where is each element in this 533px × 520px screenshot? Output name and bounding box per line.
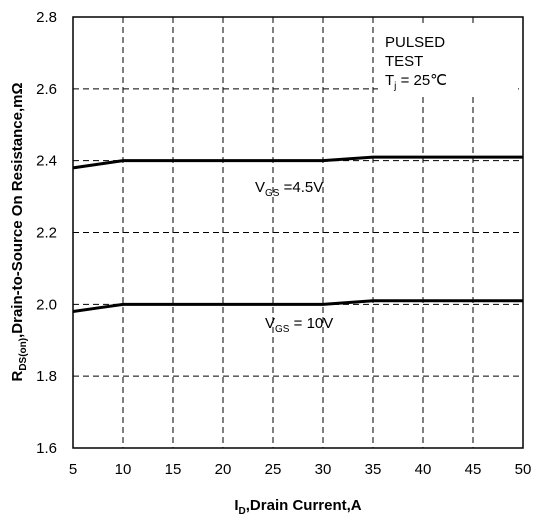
series-label-text: =4.5V — [279, 179, 323, 196]
annotation: PULSED — [385, 34, 445, 51]
y-axis-label-symbol: R — [9, 371, 26, 382]
y-tick-label: 1.8 — [36, 368, 57, 385]
y-tick-label: 2.8 — [36, 9, 57, 26]
series-label-symbol: V — [255, 179, 265, 196]
y-axis-label-subscript: DS(on) — [18, 338, 29, 371]
y-tick-label: 2.0 — [36, 296, 57, 313]
x-tick-label: 30 — [315, 461, 332, 478]
annotation: Tj = 25℃ — [385, 72, 447, 92]
x-tick-label: 45 — [465, 461, 482, 478]
y-tick-label: 1.6 — [36, 440, 57, 457]
y-axis-label-text: ,Drain-to-Source On Resistance,mΩ — [9, 82, 26, 337]
x-tick-label: 20 — [215, 461, 232, 478]
annotation-symbol: T — [385, 72, 394, 89]
x-tick-label: 25 — [265, 461, 282, 478]
y-tick-label: 2.2 — [36, 225, 57, 242]
x-tick-label: 10 — [115, 461, 132, 478]
series-label-subscript: GS — [265, 188, 280, 199]
annotation: TEST — [385, 53, 423, 70]
annotation-text: = 25℃ — [396, 72, 447, 89]
series-line — [72, 299, 523, 314]
series-label: VGS = 10V — [265, 315, 333, 335]
y-axis-label: RDS(on),Drain-to-Source On Resistance,mΩ — [9, 82, 29, 381]
series-line — [72, 155, 523, 170]
series-label-subscript: GS — [275, 324, 290, 335]
x-tick-label: 50 — [515, 461, 532, 478]
x-tick-label: 5 — [69, 461, 77, 478]
series-label: VGS =4.5V — [255, 179, 323, 199]
x-axis-label-text: ,Drain Current,A — [246, 497, 362, 514]
x-axis-label-subscript: D — [239, 506, 246, 517]
x-axis-label: ID,Drain Current,A — [234, 497, 361, 517]
series-label-symbol: V — [265, 315, 275, 332]
series-label-text: = 10V — [289, 315, 333, 332]
x-tick-label: 35 — [365, 461, 382, 478]
x-axis-label-symbol: I — [234, 497, 238, 514]
x-tick-label: 40 — [415, 461, 432, 478]
plot-frame — [72, 16, 524, 449]
annotation-subscript: j — [393, 81, 396, 92]
annotation-background — [378, 24, 518, 94]
x-tick-label: 15 — [165, 461, 182, 478]
y-tick-label: 2.6 — [36, 81, 57, 98]
y-tick-label: 2.4 — [36, 153, 57, 170]
